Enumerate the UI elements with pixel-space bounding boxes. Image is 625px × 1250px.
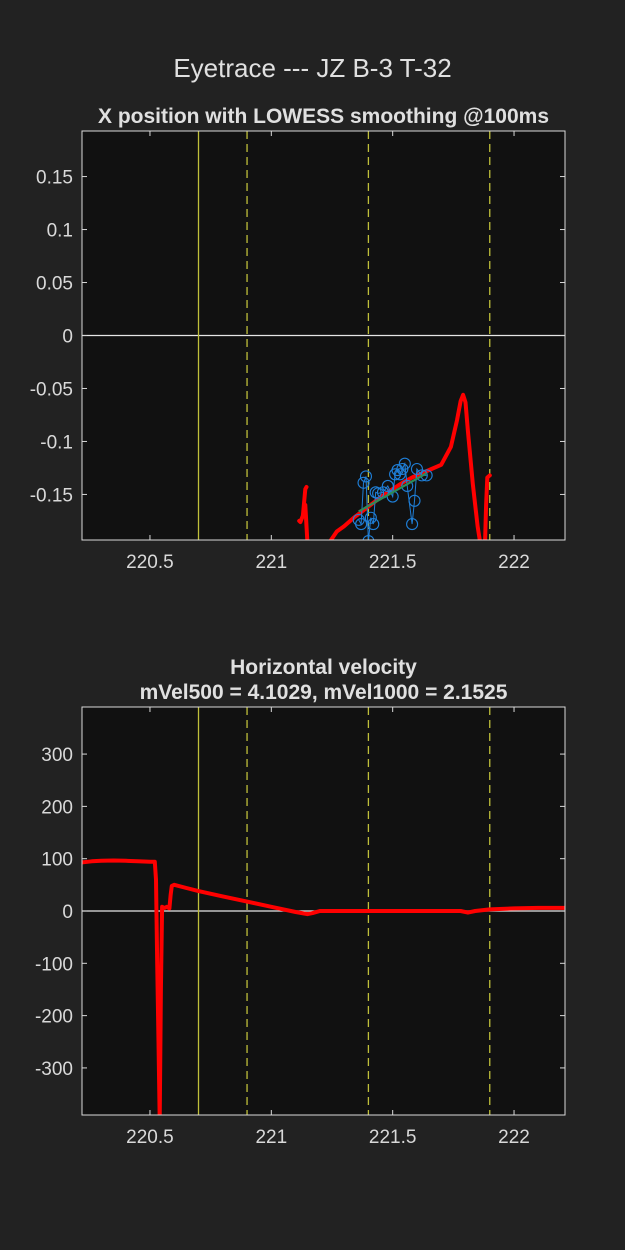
raw-sample-point bbox=[372, 487, 385, 500]
smoothed-position-line bbox=[483, 473, 492, 540]
x-tick-label: 222 bbox=[498, 552, 530, 573]
x-tick-label: 221 bbox=[255, 1127, 287, 1148]
raw-sample-point bbox=[406, 518, 419, 531]
y-tick-label: 200 bbox=[41, 797, 73, 818]
y-tick-label: 0.1 bbox=[47, 221, 73, 242]
raw-sample-point bbox=[415, 469, 428, 482]
raw-sample-point bbox=[398, 457, 411, 470]
y-tick-label: -0.05 bbox=[30, 379, 73, 400]
linear-fit-line bbox=[358, 472, 428, 513]
raw-sample-point bbox=[410, 462, 423, 476]
raw-sample-point bbox=[401, 479, 414, 493]
y-tick-label: -200 bbox=[35, 1007, 73, 1028]
y-tick-label: -300 bbox=[35, 1059, 73, 1080]
x-tick-label: 221 bbox=[255, 552, 287, 573]
velocity-axes-title: Horizontal velocity bbox=[230, 656, 417, 679]
raw-sample-point bbox=[362, 535, 375, 540]
figure-title: Eyetrace --- JZ B-3 T-32 bbox=[173, 53, 451, 83]
velocity-line bbox=[82, 858, 565, 1115]
raw-sample-point bbox=[364, 511, 377, 524]
position-axes-title: X position with LOWESS smoothing @100ms bbox=[98, 105, 549, 128]
x-tick-label: 221.5 bbox=[369, 552, 417, 573]
raw-sample-point bbox=[396, 462, 409, 476]
y-tick-label: 300 bbox=[41, 745, 73, 766]
smoothed-position-line bbox=[303, 503, 310, 540]
raw-sample-point bbox=[381, 479, 394, 493]
y-tick-label: -0.1 bbox=[40, 432, 73, 453]
raw-sample-point bbox=[393, 468, 407, 481]
y-tick-label: -100 bbox=[35, 954, 73, 975]
raw-sample-trace bbox=[358, 461, 427, 540]
velocity-axes: Horizontal velocity mVel500 = 4.1029, mV… bbox=[35, 656, 566, 1148]
x-tick-label: 222 bbox=[498, 1127, 530, 1148]
y-tick-label: 100 bbox=[41, 850, 73, 871]
y-tick-label: 0.05 bbox=[36, 274, 73, 295]
plot-content bbox=[82, 707, 565, 1115]
y-tick-label: -0.15 bbox=[30, 485, 73, 506]
raw-sample-point bbox=[367, 518, 380, 531]
raw-sample-point bbox=[408, 494, 421, 507]
raw-sample-point bbox=[355, 518, 368, 531]
y-tick-label: 0 bbox=[62, 327, 73, 348]
x-tick-label: 220.5 bbox=[126, 1127, 174, 1148]
plot-content bbox=[82, 131, 565, 540]
velocity-axes-subtitle: mVel500 = 4.1029, mVel1000 = 2.1525 bbox=[140, 681, 508, 704]
raw-sample-point bbox=[357, 476, 370, 489]
x-tick-label: 220.5 bbox=[126, 552, 174, 573]
y-tick-label: 0 bbox=[62, 902, 73, 923]
y-tick-label: 0.15 bbox=[36, 168, 73, 189]
smoothed-position-line bbox=[297, 485, 309, 524]
position-axes: X position with LOWESS smoothing @100ms … bbox=[30, 105, 566, 573]
x-tick-label: 221.5 bbox=[369, 1127, 417, 1148]
raw-sample-point bbox=[359, 470, 373, 483]
